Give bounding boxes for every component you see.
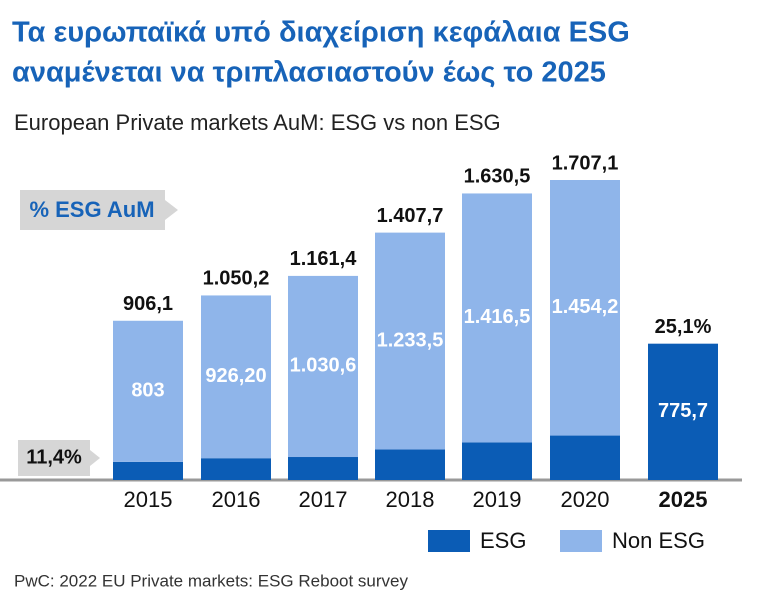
bar-segment: [375, 232, 445, 450]
x-tick-label: 2016: [212, 487, 261, 512]
legend-label: ESG: [480, 528, 526, 553]
total-label: 906,1: [123, 293, 173, 315]
annotation-title: % ESG AuM: [29, 197, 154, 222]
value-label: 1.233,5: [377, 329, 444, 351]
bar-segment: [113, 461, 183, 480]
x-tick-label: 2015: [124, 487, 173, 512]
bar-segment: [550, 180, 620, 436]
value-label: 926,20: [205, 365, 266, 387]
chart-subtitle: European Private markets AuM: ESG vs non…: [14, 110, 501, 135]
x-tick-label: 2020: [561, 487, 610, 512]
bar-segment: [201, 295, 271, 459]
value-label: 1.454,2: [552, 296, 619, 318]
x-tick-label: 2019: [473, 487, 522, 512]
value-label: 775,7: [658, 400, 708, 422]
source: PwC: 2022 EU Private markets: ESG Reboot…: [14, 571, 408, 590]
annotation-box: [20, 190, 178, 230]
bar-segment: [113, 320, 183, 462]
value-label: 803: [131, 380, 164, 402]
value-label: 1.416,5: [464, 306, 531, 328]
esg-share-label: 11,4%: [26, 446, 82, 468]
total-label: 1.050,2: [203, 268, 270, 290]
legend-swatch: [560, 530, 602, 552]
esg-share-label: 25,1%: [655, 316, 712, 338]
bar-segment: [288, 457, 358, 480]
bar-segment: [648, 343, 718, 480]
legend-label: Non ESG: [612, 528, 705, 553]
total-label: 1.161,4: [290, 248, 358, 270]
x-tick-label: 2018: [386, 487, 435, 512]
value-label: 1.030,6: [290, 355, 357, 377]
total-label: 1.630,5: [464, 166, 531, 188]
bar-segment: [462, 442, 532, 480]
bar-segment: [201, 458, 271, 480]
total-label: 1.407,7: [377, 205, 444, 227]
chart-title: Τα ευρωπαϊκά υπό διαχείριση κεφάλαια ESG: [12, 17, 630, 49]
bar-segment: [462, 193, 532, 443]
legend-swatch: [428, 530, 470, 552]
share-box: [18, 440, 100, 476]
bar-segment: [375, 449, 445, 480]
x-tick-label: 2025: [659, 487, 708, 512]
bar-segment: [288, 275, 358, 458]
chart-title: αναμένεται να τριπλασιαστούν έως το 2025: [12, 57, 606, 89]
x-tick-label: 2017: [299, 487, 348, 512]
total-label: 1.707,1: [552, 152, 619, 174]
bar-segment: [550, 435, 620, 480]
